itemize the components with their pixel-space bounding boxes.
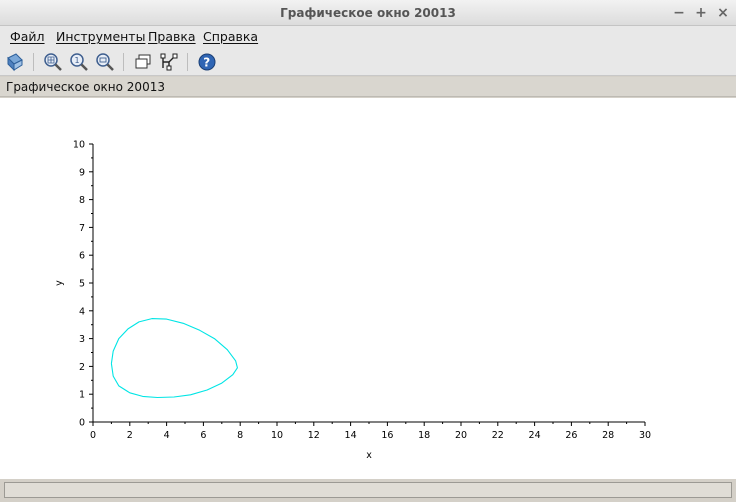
plot-canvas[interactable]: 0 2 4 6 8 10 12 14 16 18 20 22 24 26 28 30 0 1 2 3 4 5 6 7 8 9 10 x…	[0, 98, 736, 479]
toolbar-separator	[33, 53, 34, 71]
help-icon[interactable]: ?	[197, 52, 217, 72]
maximize-button[interactable]: +	[695, 5, 707, 21]
datatip-icon[interactable]	[133, 52, 153, 72]
window-title: Графическое окно 20013	[280, 6, 456, 20]
x-tick-label: 26	[565, 430, 577, 441]
editor-icon[interactable]	[159, 52, 179, 72]
menu-help[interactable]: Справка	[203, 29, 259, 44]
x-tick-label: 8	[237, 430, 243, 441]
menu-bar: Файл Инструменты Правка Справка	[0, 26, 736, 48]
menu-tools[interactable]: Инструменты	[56, 29, 146, 44]
x-tick-label: 28	[602, 430, 614, 441]
y-tick-label: 10	[73, 140, 85, 151]
y-axis-title: y	[54, 280, 65, 286]
x-tick-label: 6	[200, 430, 206, 441]
status-field	[4, 482, 732, 498]
status-bar	[0, 479, 736, 502]
x-axis-title: x	[366, 450, 372, 461]
x-tick-label: 30	[639, 430, 651, 441]
x-tick-label: 24	[529, 430, 541, 441]
y-tick-label: 7	[79, 223, 85, 234]
y-tick-label: 8	[79, 195, 85, 206]
toolbar: 1 ?	[0, 48, 736, 76]
x-tick-label: 20	[455, 430, 467, 441]
x-tick-label: 12	[308, 430, 320, 441]
svg-text:1: 1	[75, 56, 80, 65]
rotate-icon[interactable]	[5, 52, 25, 72]
y-tick-label: 9	[79, 167, 85, 178]
y-tick-label: 4	[79, 306, 85, 317]
y-tick-label: 6	[79, 251, 85, 262]
svg-text:?: ?	[203, 56, 210, 70]
toolbar-separator	[187, 53, 188, 71]
menu-edit[interactable]: Правка	[148, 29, 196, 44]
zoom-icon[interactable]	[95, 52, 115, 72]
x-tick-label: 18	[418, 430, 430, 441]
y-tick-label: 2	[79, 362, 85, 373]
x-tick-label: 0	[90, 430, 96, 441]
x-tick-label: 14	[345, 430, 357, 441]
y-tick-label: 1	[79, 390, 85, 401]
title-bar: Графическое окно 20013 − + ×	[0, 0, 736, 26]
line-chart: 0 2 4 6 8 10 12 14 16 18 20 22 24 26 28 30012345678910x…	[54, 140, 651, 462]
figure-label: Графическое окно 20013	[6, 80, 165, 94]
figure-label-bar: Графическое окно 20013	[0, 77, 736, 97]
close-button[interactable]: ×	[717, 5, 729, 21]
x-tick-label: 22	[492, 430, 504, 441]
x-tick-label: 2	[127, 430, 133, 441]
zoom-area-icon[interactable]	[43, 52, 63, 72]
zoom-reset-icon[interactable]: 1	[69, 52, 89, 72]
y-tick-label: 5	[79, 279, 85, 290]
menu-file[interactable]: Файл	[10, 29, 45, 44]
toolbar-separator	[123, 53, 124, 71]
series-line	[110, 318, 238, 399]
x-tick-label: 10	[271, 430, 283, 441]
minimize-button[interactable]: −	[673, 5, 685, 21]
y-tick-label: 0	[79, 418, 85, 429]
x-tick-label: 4	[164, 430, 170, 441]
x-tick-label: 16	[381, 430, 393, 441]
y-tick-label: 3	[79, 334, 85, 345]
